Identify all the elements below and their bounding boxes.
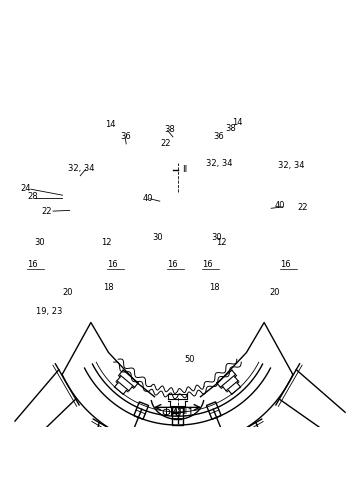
Text: 38: 38 xyxy=(225,124,236,132)
Text: 18: 18 xyxy=(209,282,220,292)
Text: 16: 16 xyxy=(27,260,38,270)
Text: 16: 16 xyxy=(167,260,178,270)
Text: ФИГ.1: ФИГ.1 xyxy=(161,408,194,418)
Text: 30: 30 xyxy=(34,238,45,248)
Text: 28: 28 xyxy=(27,192,38,202)
Text: 16: 16 xyxy=(280,260,291,270)
Text: 19, 23: 19, 23 xyxy=(36,308,62,316)
Text: 36: 36 xyxy=(120,132,131,141)
Text: 22: 22 xyxy=(42,206,52,216)
Text: 30: 30 xyxy=(153,233,163,242)
Text: 14: 14 xyxy=(232,118,243,127)
Text: 12: 12 xyxy=(102,238,112,248)
Text: 32, 34: 32, 34 xyxy=(206,159,232,168)
Text: 40: 40 xyxy=(142,194,153,203)
Text: 24: 24 xyxy=(20,184,31,192)
Text: 16: 16 xyxy=(202,260,213,270)
Text: 32, 34: 32, 34 xyxy=(278,160,305,170)
Text: 36: 36 xyxy=(213,132,224,140)
Text: II: II xyxy=(182,407,187,416)
Text: 18: 18 xyxy=(103,282,114,292)
Text: U: U xyxy=(174,409,181,418)
Text: 38: 38 xyxy=(164,126,175,134)
Text: 40: 40 xyxy=(275,202,285,210)
Text: 50: 50 xyxy=(185,355,195,364)
Text: 30: 30 xyxy=(211,233,222,242)
Text: 22: 22 xyxy=(160,140,171,148)
Text: 32, 34: 32, 34 xyxy=(68,164,94,173)
Text: 22: 22 xyxy=(298,203,308,212)
Text: 20: 20 xyxy=(269,288,280,297)
Text: 16: 16 xyxy=(107,260,118,270)
Text: 12: 12 xyxy=(217,238,227,248)
Text: 14: 14 xyxy=(105,120,115,129)
Text: II: II xyxy=(182,165,187,174)
Text: 20: 20 xyxy=(62,288,73,297)
